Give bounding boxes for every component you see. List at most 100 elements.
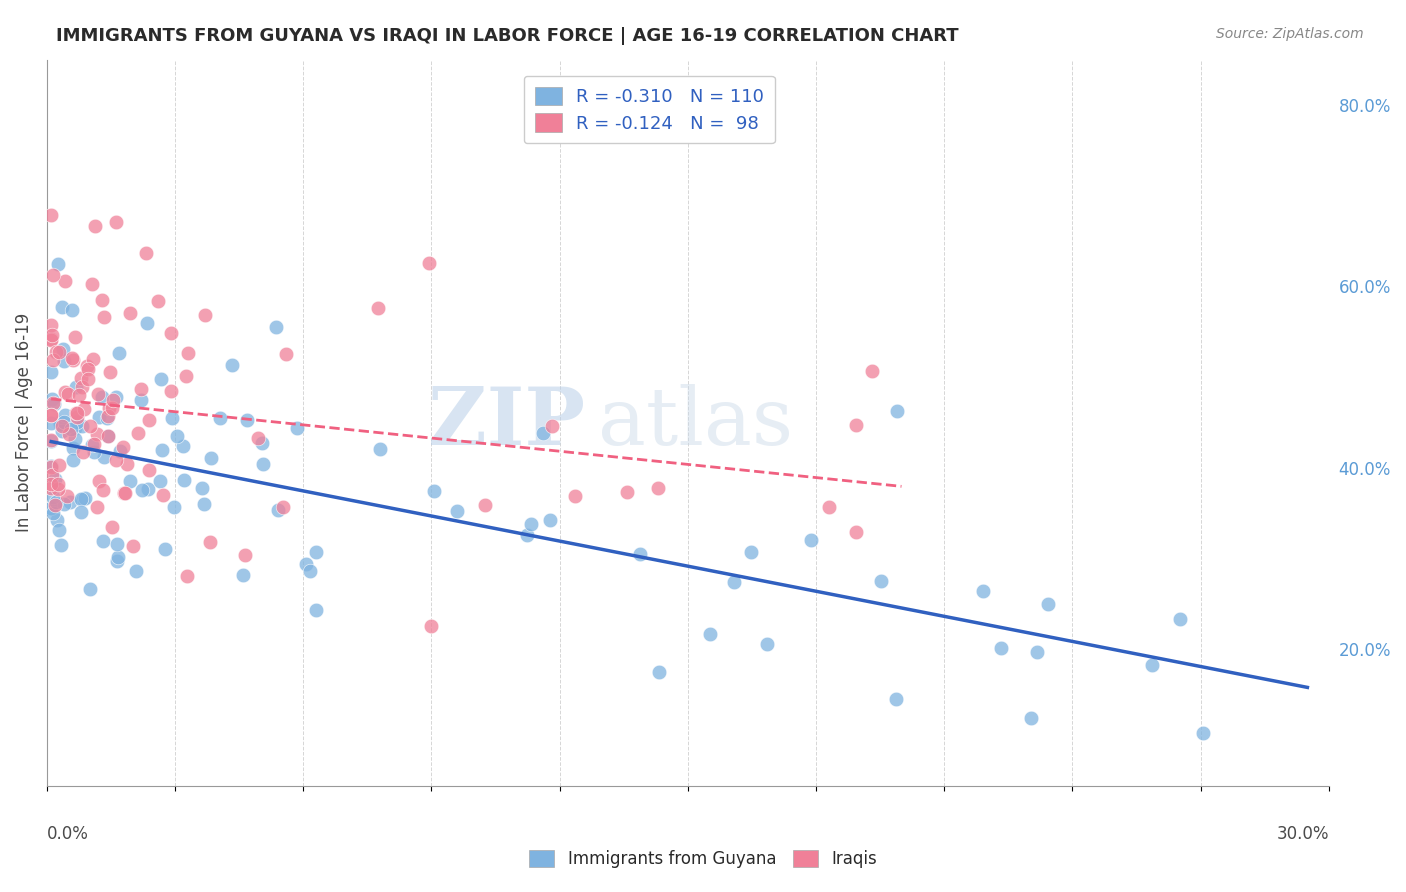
Point — [39, 409, 62, 423]
Point — [80, 277, 103, 292]
Point — [62, 352, 84, 367]
Legend: Immigrants from Guyana, Iraqis: Immigrants from Guyana, Iraqis — [523, 843, 883, 875]
Point — [97, 409, 120, 423]
Text: ZIP: ZIP — [429, 384, 585, 461]
Point — [146, 293, 169, 308]
Point — [124, 564, 146, 578]
Point — [48, 257, 70, 271]
Point — [149, 372, 172, 386]
Point — [104, 215, 127, 229]
Point — [98, 365, 121, 379]
Point — [1036, 597, 1059, 611]
Point — [83, 445, 105, 459]
Point — [418, 256, 440, 270]
Point — [131, 483, 153, 497]
Point — [844, 525, 866, 540]
Point — [39, 333, 62, 347]
Point — [232, 568, 254, 582]
Point — [564, 489, 586, 503]
Point — [49, 417, 72, 432]
Point — [264, 319, 287, 334]
Point — [41, 392, 63, 406]
Point — [39, 459, 62, 474]
Point — [756, 637, 779, 651]
Point — [285, 421, 308, 435]
Point — [41, 434, 63, 449]
Point — [87, 387, 110, 401]
Point — [104, 390, 127, 404]
Text: atlas: atlas — [598, 384, 793, 461]
Point — [82, 352, 104, 367]
Point — [48, 344, 70, 359]
Point — [121, 539, 143, 553]
Point — [41, 327, 63, 342]
Point — [79, 582, 101, 596]
Point — [531, 426, 554, 441]
Point — [42, 506, 65, 520]
Point — [886, 404, 908, 418]
Point — [44, 472, 66, 486]
Point — [93, 483, 115, 497]
Point — [305, 545, 328, 559]
Point — [127, 425, 149, 440]
Point — [39, 208, 62, 222]
Point — [70, 418, 93, 433]
Point — [42, 396, 65, 410]
Point — [39, 409, 62, 423]
Point — [69, 492, 91, 507]
Point — [105, 554, 128, 568]
Point — [42, 397, 65, 411]
Point — [39, 500, 62, 515]
Point — [150, 442, 173, 457]
Point — [845, 418, 868, 433]
Point — [271, 500, 294, 515]
Point — [97, 429, 120, 443]
Point — [163, 500, 186, 514]
Point — [129, 382, 152, 396]
Point — [153, 541, 176, 556]
Point — [172, 439, 194, 453]
Point — [66, 409, 89, 424]
Point — [70, 380, 93, 394]
Point — [108, 443, 131, 458]
Point — [93, 310, 115, 324]
Point — [136, 316, 159, 330]
Point — [52, 342, 75, 356]
Point — [69, 371, 91, 385]
Point — [200, 450, 222, 465]
Point — [1168, 612, 1191, 626]
Text: Source: ZipAtlas.com: Source: ZipAtlas.com — [1216, 27, 1364, 41]
Point — [86, 500, 108, 515]
Point — [66, 406, 89, 420]
Point — [235, 549, 257, 563]
Point — [648, 665, 671, 679]
Point — [118, 306, 141, 320]
Point — [114, 485, 136, 500]
Point — [367, 301, 389, 315]
Point — [58, 427, 80, 442]
Point — [246, 431, 269, 445]
Point — [616, 484, 638, 499]
Point — [194, 308, 217, 322]
Point — [870, 574, 893, 588]
Point — [1142, 657, 1164, 672]
Point — [541, 419, 564, 434]
Point — [44, 498, 66, 512]
Point — [49, 415, 72, 429]
Point — [91, 293, 114, 308]
Point — [101, 520, 124, 534]
Point — [83, 437, 105, 451]
Point — [39, 476, 62, 491]
Point — [63, 330, 86, 344]
Point — [87, 475, 110, 489]
Point — [53, 408, 76, 422]
Point — [423, 484, 446, 499]
Point — [72, 491, 94, 506]
Point — [1019, 711, 1042, 725]
Point — [107, 550, 129, 565]
Point — [39, 501, 62, 516]
Point — [39, 365, 62, 379]
Point — [538, 513, 561, 527]
Point — [800, 533, 823, 547]
Point — [160, 384, 183, 398]
